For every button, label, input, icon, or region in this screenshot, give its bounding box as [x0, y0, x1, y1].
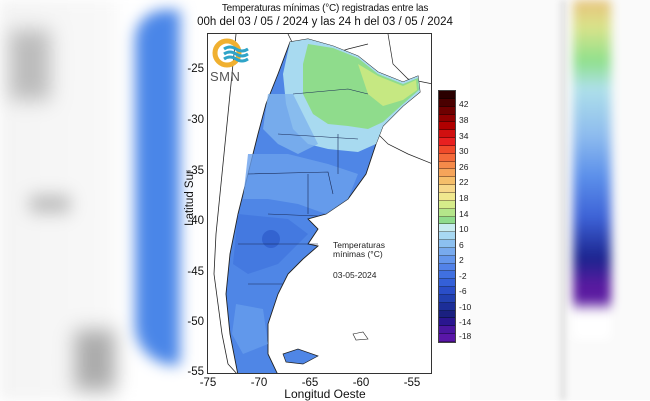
colorbar-segment — [439, 334, 455, 342]
colorbar-segment — [439, 294, 455, 303]
legend-line2: mínimas (°C) — [333, 249, 383, 259]
colorbar-label: 22 — [459, 177, 469, 187]
colorbar-segment — [439, 200, 455, 209]
colorbar-segment — [439, 192, 455, 201]
colorbar-segment — [439, 130, 455, 139]
colorbar-segment — [439, 153, 455, 162]
colorbar-label: 30 — [459, 146, 469, 156]
colorbar-segment — [439, 271, 455, 280]
argentina-temperature-map — [213, 34, 431, 373]
colorbar-segment — [439, 169, 455, 178]
colorbar-label: 34 — [459, 131, 469, 141]
colorbar-label: 14 — [459, 209, 469, 219]
colorbar-label: -2 — [459, 271, 467, 281]
colorbar-segment — [439, 98, 455, 107]
colorbar-segment — [439, 318, 455, 327]
colorbar-segment — [439, 279, 455, 288]
y-axis-label: Latitud Sur — [184, 170, 196, 226]
legend-date: 03-05-2024 — [333, 270, 377, 280]
smn-logo-icon — [212, 38, 249, 68]
x-tick: -70 — [250, 377, 268, 389]
map-title-line1: Temperaturas mínimas (°C) registradas en… — [221, 3, 429, 14]
legend-line1: Temperaturas — [333, 240, 385, 250]
colorbar-segment — [439, 185, 455, 193]
colorbar-segment — [439, 208, 455, 217]
colorbar-segment — [439, 145, 455, 154]
colorbar-label: -14 — [459, 317, 472, 327]
colorbar-segment — [439, 138, 455, 146]
y-tick: -45 — [187, 266, 204, 278]
colorbar-label: 38 — [459, 115, 469, 125]
y-tick: -55 — [187, 366, 204, 378]
x-tick: -65 — [301, 377, 319, 389]
colorbar-label: -6 — [459, 286, 467, 296]
colorbar-segment — [439, 326, 455, 335]
temperature-colorbar — [438, 90, 456, 343]
colorbar-label: 6 — [459, 240, 464, 250]
y-tick: -30 — [187, 114, 204, 126]
colorbar-segment — [439, 255, 455, 264]
colorbar-label: 42 — [459, 99, 469, 109]
map-plot-area — [207, 33, 432, 374]
colorbar-segment — [439, 232, 455, 241]
colorbar-segment — [439, 310, 455, 319]
y-tick: -25 — [187, 63, 204, 75]
colorbar-segment — [439, 91, 455, 99]
y-tick: -50 — [187, 316, 204, 328]
colorbar-label: 2 — [459, 255, 464, 265]
colorbar-label: 18 — [459, 193, 469, 203]
x-tick: -75 — [199, 377, 217, 389]
y-tick: -35 — [187, 165, 204, 177]
colorbar-label: 10 — [459, 224, 469, 234]
x-tick: -55 — [403, 377, 421, 389]
colorbar-segment — [439, 122, 455, 131]
colorbar-segment — [439, 177, 455, 186]
colorbar-segment — [439, 240, 455, 248]
colorbar-label: -10 — [459, 302, 472, 312]
colorbar-label: -18 — [459, 331, 472, 341]
colorbar-segment — [439, 287, 455, 295]
colorbar-segment — [439, 247, 455, 256]
map-title-line2: 00h del 03 / 05 / 2024 y las 24 h del 03… — [197, 16, 453, 28]
colorbar-segment — [439, 106, 455, 115]
smn-logo-text: SMN — [210, 69, 241, 84]
colorbar-label: 26 — [459, 162, 469, 172]
y-tick: -40 — [187, 215, 204, 227]
colorbar-segment — [439, 263, 455, 272]
colorbar-segment — [439, 224, 455, 233]
colorbar-segment — [439, 302, 455, 311]
colorbar-segment — [439, 114, 455, 123]
blurred-background-left — [0, 0, 180, 400]
x-axis-label: Longitud Oeste — [284, 387, 366, 401]
blurred-background-right — [470, 0, 650, 400]
legend-title: Temperaturas mínimas (°C) — [333, 241, 385, 259]
colorbar-segment — [439, 216, 455, 225]
colorbar-segment — [439, 161, 455, 170]
x-tick: -60 — [352, 377, 370, 389]
